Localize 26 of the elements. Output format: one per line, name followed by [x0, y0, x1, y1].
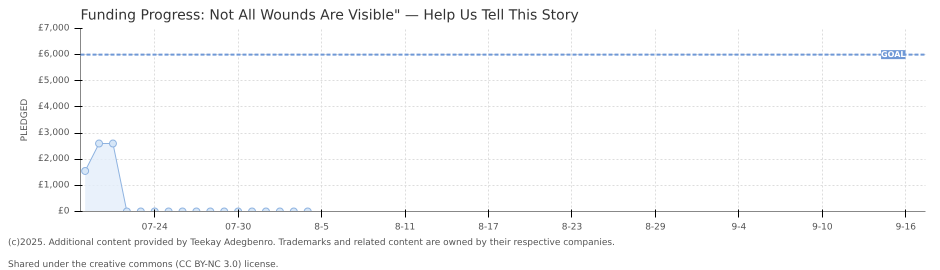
- y-tick-label: £1,000: [38, 180, 70, 190]
- y-tick-label: £7,000: [38, 24, 70, 34]
- point: [95, 140, 104, 148]
- y-tick-label: £6,000: [38, 50, 70, 60]
- x-tick-label: 07-24: [142, 222, 168, 232]
- x-tick-label: 8-5: [314, 222, 329, 232]
- y-tick-label: £0: [58, 206, 70, 216]
- x-tick-label: 8-17: [478, 222, 499, 232]
- y-tick-label: £3,000: [38, 128, 70, 138]
- text: (c)2025. Additional content provided by Teekay Adegbenro. Trademarks and related content are owned by their respective companies.: [8, 237, 615, 250]
- y-tick-label: £2,000: [38, 154, 70, 164]
- x-tick-label: 8-11: [394, 222, 416, 232]
- x-tick-label: 8-29: [645, 222, 666, 232]
- x-tick-label: 9-16: [896, 222, 916, 232]
- ref-line-label: GOAL: [881, 50, 906, 60]
- y-tick-label: £4,000: [38, 102, 70, 112]
- point: [108, 140, 117, 148]
- y-axis-title: PLEDGED: [20, 98, 30, 142]
- y-tick-label: £5,000: [38, 76, 70, 86]
- x-tick-label: 8-23: [562, 222, 582, 232]
- text: Shared under the creative commons (CC BY-NC 3.0) license.: [8, 259, 279, 270]
- x-tick-label: 07-30: [225, 222, 252, 232]
- chart-title: Funding Progress: Not All Wounds Are Visible" — Help Us Tell This Story: [80, 8, 579, 24]
- x-tick-label: 9-4: [732, 222, 747, 232]
- point: [81, 166, 90, 175]
- x-tick-label: 9-10: [812, 222, 833, 232]
